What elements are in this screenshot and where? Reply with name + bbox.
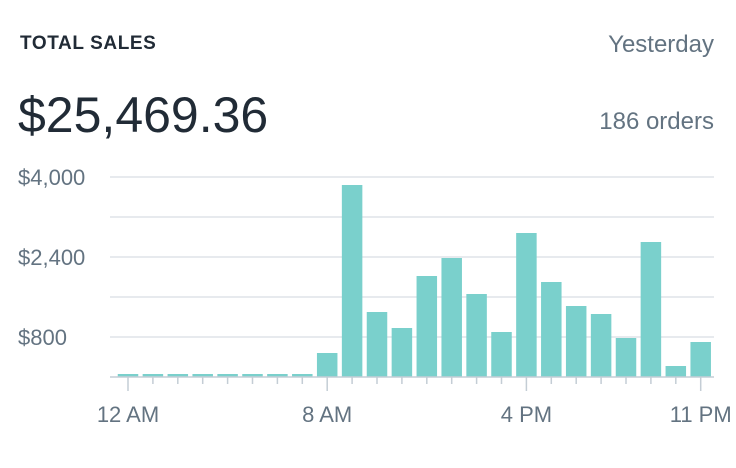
- chart-x-axis: [110, 376, 714, 391]
- bar[interactable]: [466, 294, 487, 377]
- bar[interactable]: [267, 374, 288, 377]
- total-amount: $25,469.36: [18, 87, 269, 143]
- bar[interactable]: [142, 374, 164, 377]
- bar[interactable]: [516, 233, 537, 377]
- y-tick-label: $4,000: [18, 165, 85, 190]
- x-tick-label: 4 PM: [501, 402, 552, 427]
- chart-labels: $800 $2,400 $4,000 12 AM 8 AM 4 PM 11 PM: [18, 165, 732, 427]
- bar[interactable]: [590, 314, 612, 377]
- period-selector[interactable]: Yesterday: [608, 31, 714, 58]
- bar[interactable]: [316, 353, 338, 377]
- bar[interactable]: [391, 328, 413, 377]
- bar[interactable]: [292, 374, 313, 377]
- bar[interactable]: [441, 258, 462, 377]
- bar[interactable]: [217, 374, 238, 377]
- bar[interactable]: [615, 338, 637, 377]
- bar[interactable]: [117, 374, 139, 377]
- x-tick-label: 12 AM: [97, 402, 159, 427]
- bar[interactable]: [366, 312, 388, 377]
- bar[interactable]: [640, 242, 662, 377]
- bar[interactable]: [541, 282, 562, 377]
- bar[interactable]: [341, 185, 363, 377]
- chart-grid: [110, 176, 714, 338]
- x-tick-label: 8 AM: [302, 402, 352, 427]
- card-title: TOTAL SALES: [20, 33, 157, 54]
- chart-bars: [117, 185, 711, 377]
- bar[interactable]: [690, 342, 711, 377]
- y-tick-label: $2,400: [18, 245, 85, 270]
- bar[interactable]: [565, 306, 587, 377]
- bar[interactable]: [491, 332, 512, 377]
- bar[interactable]: [416, 276, 438, 377]
- order-count: 186 orders: [599, 108, 714, 135]
- bar[interactable]: [665, 366, 687, 377]
- bar[interactable]: [192, 374, 213, 377]
- bar[interactable]: [242, 374, 263, 377]
- x-tick-label: 11 PM: [670, 402, 732, 427]
- bar[interactable]: [167, 374, 189, 377]
- y-tick-label: $800: [18, 325, 67, 350]
